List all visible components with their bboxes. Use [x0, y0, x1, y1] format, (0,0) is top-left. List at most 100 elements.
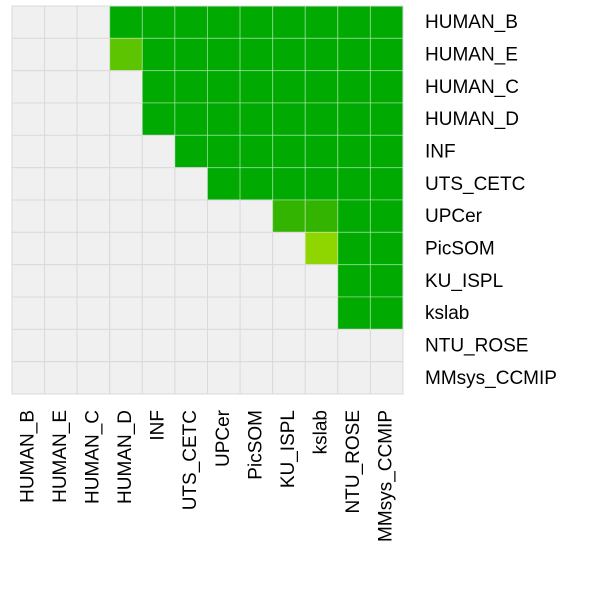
heatmap-cell — [337, 5, 371, 39]
heatmap-cell — [369, 296, 404, 330]
heatmap-cell — [207, 264, 241, 298]
row-label: UPCer — [425, 206, 483, 227]
heatmap-cell — [304, 134, 339, 169]
heatmap-cell — [369, 361, 404, 395]
heatmap-cell — [141, 199, 176, 233]
heatmap-cell — [369, 328, 404, 363]
heatmap-cell — [109, 70, 143, 104]
heatmap-cell — [304, 361, 339, 395]
column-label: HUMAN_B — [17, 410, 38, 503]
heatmap-cell — [304, 5, 339, 39]
heatmap-cell — [272, 134, 306, 169]
heatmap-cell — [76, 231, 111, 266]
grid-border — [11, 5, 404, 395]
heatmap-cell — [11, 167, 46, 201]
heatmap-cell — [11, 134, 46, 169]
heatmap-cell — [44, 328, 78, 363]
row-label: KU_ISPL — [425, 271, 503, 292]
column-label: INF — [148, 410, 169, 441]
row-label: HUMAN_B — [425, 12, 518, 33]
heatmap-cell — [76, 167, 111, 201]
heatmap-cell — [304, 102, 339, 136]
heatmap-cell — [44, 231, 78, 266]
heatmap-cell — [337, 167, 371, 201]
heatmap-cell — [272, 231, 306, 266]
heatmap-cell — [272, 296, 306, 330]
heatmap-cell — [109, 37, 143, 72]
heatmap-cell — [272, 70, 306, 104]
heatmap-cell — [337, 264, 371, 298]
heatmap-cell — [76, 361, 111, 395]
row-label: HUMAN_D — [425, 109, 519, 130]
heatmap-cell — [11, 102, 46, 136]
heatmap-cell — [337, 134, 371, 169]
heatmap-cell — [369, 199, 404, 233]
heatmap-cell — [11, 199, 46, 233]
heatmap-cell — [239, 264, 274, 298]
heatmap-cell — [207, 231, 241, 266]
heatmap-cell — [272, 102, 306, 136]
heatmap-cell — [239, 199, 274, 233]
heatmap-cell — [76, 296, 111, 330]
heatmap-cell — [141, 296, 176, 330]
heatmap-cell — [337, 199, 371, 233]
heatmap-cell — [304, 70, 339, 104]
heatmap-cell — [337, 361, 371, 395]
heatmap-cell — [239, 231, 274, 266]
heatmap-cell — [141, 167, 176, 201]
heatmap-cell — [369, 134, 404, 169]
heatmap-cell — [207, 328, 241, 363]
heatmap-cell — [44, 5, 78, 39]
row-label: MMsys_CCMIP — [425, 368, 557, 389]
heatmap-cell — [337, 231, 371, 266]
heatmap-cell — [207, 296, 241, 330]
heatmap-cell — [11, 361, 46, 395]
heatmap-cell — [174, 328, 209, 363]
column-label: PicSOM — [245, 410, 266, 480]
heatmap-cell — [239, 134, 274, 169]
heatmap-cell — [76, 134, 111, 169]
heatmap-cell — [207, 199, 241, 233]
heatmap-cell — [141, 361, 176, 395]
heatmap-cell — [44, 134, 78, 169]
heatmap-cell — [174, 102, 209, 136]
heatmap-cell — [141, 5, 176, 39]
heatmap-cell — [207, 102, 241, 136]
heatmap-cell — [174, 134, 209, 169]
heatmap-cell — [304, 37, 339, 72]
heatmap-cell — [337, 102, 371, 136]
heatmap-cell — [141, 70, 176, 104]
heatmap-cell — [109, 361, 143, 395]
heatmap-cell — [76, 102, 111, 136]
row-label: NTU_ROSE — [425, 336, 528, 357]
heatmap-cell — [304, 264, 339, 298]
heatmap-cell — [239, 102, 274, 136]
heatmap-cell — [11, 296, 46, 330]
heatmap-cell — [337, 296, 371, 330]
heatmap-cell — [239, 361, 274, 395]
heatmap-cell — [76, 328, 111, 363]
heatmap-cell — [109, 296, 143, 330]
heatmap-cell — [239, 167, 274, 201]
heatmap-cell — [76, 5, 111, 39]
heatmap-cell — [239, 37, 274, 72]
heatmap-cell — [272, 167, 306, 201]
heatmap-cell — [207, 70, 241, 104]
heatmap-cell — [239, 328, 274, 363]
heatmap-cell — [141, 328, 176, 363]
column-label: NTU_ROSE — [343, 410, 364, 513]
heatmap-cell — [76, 264, 111, 298]
heatmap-cell — [174, 231, 209, 266]
heatmap-cell — [369, 37, 404, 72]
heatmap-cell — [272, 5, 306, 39]
heatmap-cell — [44, 296, 78, 330]
heatmap-cell — [109, 199, 143, 233]
row-label: INF — [425, 142, 456, 163]
heatmap-cell — [174, 264, 209, 298]
heatmap-cell — [44, 264, 78, 298]
heatmap-cell — [304, 328, 339, 363]
heatmap-cell — [174, 199, 209, 233]
heatmap-cell — [174, 361, 209, 395]
heatmap-cell — [109, 264, 143, 298]
heatmap-cell — [369, 264, 404, 298]
